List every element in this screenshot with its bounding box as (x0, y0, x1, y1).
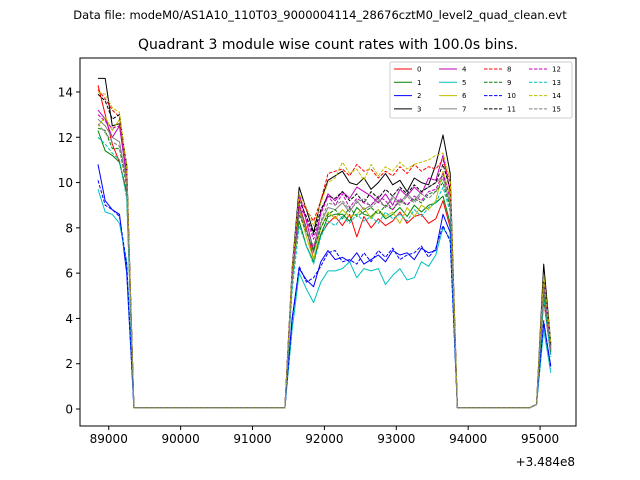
x-tick-label: 89000 (90, 432, 128, 446)
legend-label: 10 (507, 92, 516, 100)
legend-label: 7 (462, 105, 466, 113)
series-line-12 (97, 114, 552, 409)
series-line-15 (97, 123, 552, 409)
x-tick-label: 91000 (233, 432, 271, 446)
x-tick-label: 92000 (305, 432, 343, 446)
x-tick-label: 94000 (449, 432, 487, 446)
legend-label: 4 (462, 66, 467, 74)
legend-label: 13 (552, 79, 561, 87)
figure-suptitle: Data file: modeM0/AS1A10_110T03_90000041… (73, 8, 567, 22)
legend-label: 12 (552, 66, 561, 74)
y-tick-label: 2 (65, 357, 73, 371)
legend-label: 9 (507, 79, 511, 87)
plot-area (97, 77, 552, 409)
x-tick-label: 93000 (377, 432, 415, 446)
plot-frame (79, 57, 577, 427)
x-offset-label: +3.484e8 (516, 455, 575, 469)
x-tick-label: 95000 (521, 432, 559, 446)
y-tick-label: 8 (65, 221, 73, 235)
y-tick-label: 14 (58, 85, 73, 99)
y-tick-label: 12 (58, 131, 73, 145)
legend-label: 6 (462, 92, 467, 100)
y-tick-label: 4 (65, 312, 73, 326)
y-tick-label: 6 (65, 267, 73, 281)
series-layer (97, 77, 552, 409)
legend-label: 5 (462, 79, 466, 87)
x-tick-label: 90000 (162, 432, 200, 446)
legend-label: 15 (552, 105, 561, 113)
y-tick-label: 10 (58, 176, 73, 190)
legend-label: 14 (552, 92, 561, 100)
legend-label: 0 (417, 66, 421, 74)
chart-title: Quadrant 3 module wise count rates with … (138, 37, 518, 53)
y-tick-label: 0 (65, 403, 73, 417)
legend-box (389, 61, 573, 119)
axes-layer: 89000 90000 91000 92000 93000 94000 95000 0 2 4 6 8… (58, 85, 559, 446)
legend-label: 3 (417, 105, 421, 113)
legend-label: 8 (507, 66, 511, 74)
legend-label: 2 (417, 92, 421, 100)
legend-label: 11 (507, 105, 516, 113)
legend-label: 1 (417, 79, 421, 87)
